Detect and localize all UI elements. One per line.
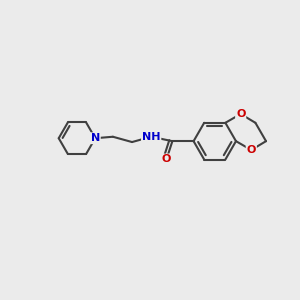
Text: NH: NH (142, 132, 161, 142)
Text: O: O (162, 154, 171, 164)
Text: O: O (247, 145, 256, 155)
Text: N: N (91, 133, 100, 143)
Text: O: O (236, 109, 245, 119)
